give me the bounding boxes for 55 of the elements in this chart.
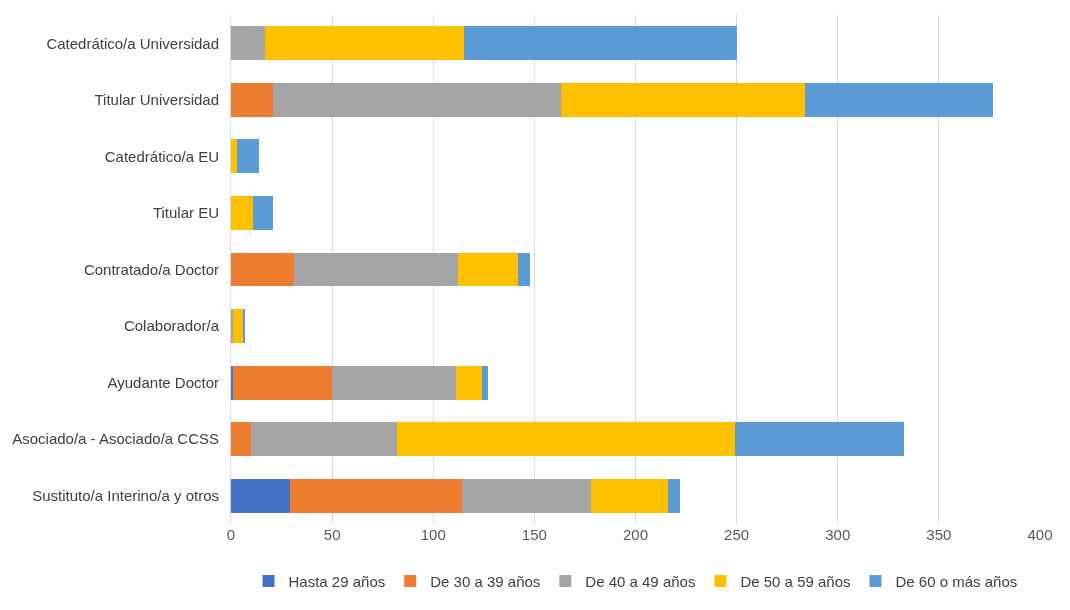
bar xyxy=(231,365,234,400)
y-tick-label: Catedrático/a Universidad xyxy=(46,34,219,52)
x-tick-label: 350 xyxy=(926,526,952,543)
legend-label: De 40 a 49 años xyxy=(585,572,696,590)
y-tick-label: Titular Universidad xyxy=(94,91,219,109)
x-tick-label: 150 xyxy=(521,526,547,543)
bar xyxy=(231,309,234,344)
bar xyxy=(273,82,561,117)
y-tick-label: Sustituto/a Interino/a y otros xyxy=(32,486,219,504)
y-tick-label: Contratado/a Doctor xyxy=(83,260,219,278)
bar xyxy=(231,478,290,513)
bar xyxy=(518,252,531,287)
bar xyxy=(253,195,274,230)
bar xyxy=(463,26,737,61)
x-tick-label: 200 xyxy=(622,526,649,543)
bar xyxy=(231,422,252,457)
bar xyxy=(332,365,456,400)
bar xyxy=(734,422,905,457)
bar xyxy=(251,422,397,457)
x-tick-label: 300 xyxy=(825,526,851,543)
legend-label: De 30 a 39 años xyxy=(430,572,541,590)
bar xyxy=(805,82,994,117)
y-tick-label: Asociado/a - Asociado/a CCSS xyxy=(12,430,219,448)
bar xyxy=(231,26,266,61)
bar xyxy=(461,478,592,513)
bar xyxy=(265,26,464,61)
bar xyxy=(457,252,519,287)
y-tick-label: Titular EU xyxy=(152,204,219,222)
legend-label: Hasta 29 años xyxy=(288,572,386,590)
y-tick-label: Catedrático/a EU xyxy=(104,147,219,165)
bar xyxy=(231,195,254,230)
x-tick-label: 50 xyxy=(323,526,341,543)
y-tick-label: Colaborador/a xyxy=(123,317,220,335)
legend-label: De 60 o más años xyxy=(895,572,1018,590)
bar xyxy=(560,82,806,117)
bar xyxy=(293,252,458,287)
bar xyxy=(591,478,668,513)
bar xyxy=(396,422,735,457)
x-tick-label: 0 xyxy=(226,526,236,543)
bar xyxy=(233,365,333,400)
legend-label: De 50 a 59 años xyxy=(740,572,851,590)
bar xyxy=(233,309,244,344)
bar xyxy=(231,252,294,287)
bar xyxy=(237,139,260,174)
bar xyxy=(231,82,274,117)
bar xyxy=(455,365,482,400)
x-tick-label: 250 xyxy=(724,526,750,543)
x-tick-label: 400 xyxy=(1027,526,1053,543)
bar xyxy=(289,478,462,513)
x-tick-label: 100 xyxy=(420,526,446,543)
bar xyxy=(243,309,246,344)
y-tick-label: Ayudante Doctor xyxy=(107,373,219,391)
bar xyxy=(231,139,238,174)
bar xyxy=(481,365,488,400)
bar xyxy=(667,478,680,513)
